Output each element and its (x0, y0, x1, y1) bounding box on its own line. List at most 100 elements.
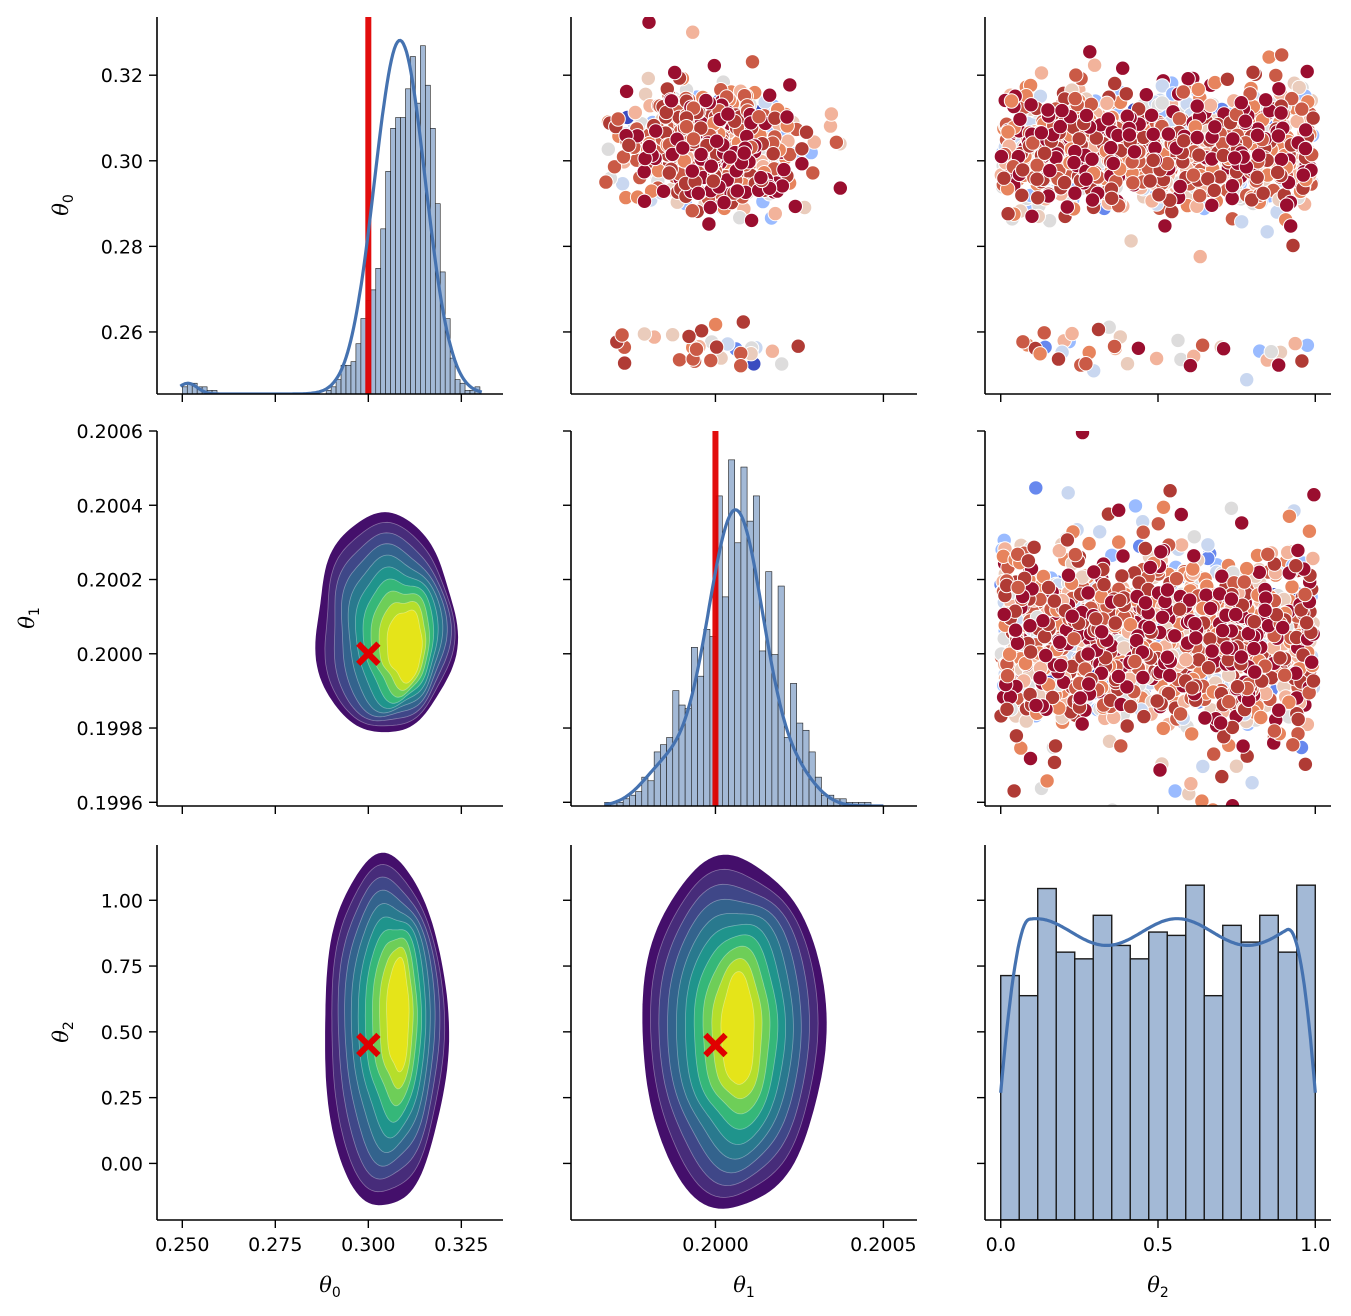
scatter-point (1297, 756, 1314, 772)
scatter-point (1010, 579, 1026, 596)
y-tick-label: 0.32 (101, 65, 143, 87)
ylabel-row-0: θ0 (49, 194, 77, 216)
scatter-point (1136, 708, 1152, 725)
scatter-point (1137, 595, 1154, 611)
scatter-point (1001, 646, 1018, 662)
scatter-point (1036, 325, 1052, 341)
scatter-point (1014, 187, 1030, 204)
scatter-point (1167, 628, 1183, 644)
scatter-point (1168, 571, 1185, 587)
scatter-point (1297, 140, 1314, 157)
scatter-point (1040, 102, 1056, 118)
x-tick-label: 0.2005 (850, 1234, 916, 1256)
scatter-point (776, 161, 792, 178)
scatter-point (1032, 346, 1048, 362)
ylabel-row-2: θ2 (49, 1021, 77, 1043)
scatter-point (1171, 601, 1188, 617)
scatter-point (1284, 90, 1300, 107)
scatter-point (1154, 609, 1171, 625)
scatter-point (1233, 649, 1250, 665)
true-value-line (712, 431, 719, 806)
histogram-bar (181, 386, 188, 394)
scatter-point (1105, 155, 1122, 172)
scatter-point (1192, 248, 1208, 265)
scatter-point (1046, 754, 1063, 771)
scatter-point (685, 131, 702, 147)
scatter-point (1187, 616, 1203, 632)
scatter-point (1197, 710, 1213, 726)
scatter-point (794, 156, 810, 172)
histogram-bar (390, 128, 396, 394)
scatter-point (1202, 600, 1219, 617)
scatter-point (1239, 372, 1255, 388)
y-tick-label: 0.75 (101, 956, 143, 978)
kde-curve (604, 508, 884, 806)
scatter-point (1191, 147, 1207, 163)
scatter-point (1103, 139, 1119, 156)
scatter-point (1104, 190, 1120, 207)
scatter-point (1228, 758, 1245, 774)
xlabel-col-1: θ1 (733, 1273, 755, 1301)
y-tick-label: 0.25 (101, 1088, 143, 1110)
scatter-point (537, 155, 551, 169)
scatter-point (1060, 567, 1077, 583)
scatter-point (1183, 776, 1199, 792)
scatter-point (1237, 113, 1254, 129)
scatter-point (1175, 84, 1192, 100)
histogram-bar (335, 379, 342, 394)
scatter-point (1206, 802, 1220, 806)
diag-hist-θ2 (999, 884, 1317, 1220)
scatter-point (1067, 546, 1084, 563)
scatter-point (1142, 559, 1159, 576)
kde-contour-θ1-θ2 (642, 854, 827, 1209)
scatter-point (1151, 187, 1167, 203)
scatter-point (636, 164, 652, 180)
scatter-point (1088, 611, 1104, 627)
histogram-bar (370, 289, 377, 394)
histogram-bar (1259, 914, 1279, 1220)
scatter-point (1182, 592, 1198, 608)
scatter-point (1106, 338, 1123, 355)
y-tick-label: 0.26 (101, 322, 143, 344)
scatter-point (1306, 487, 1322, 503)
scatter-point (1029, 171, 1045, 187)
scatter-point (1152, 762, 1168, 778)
scatter-point (823, 106, 840, 122)
scatter-point (1145, 126, 1161, 143)
scatter-point (1155, 720, 1172, 737)
scatter-point (828, 134, 845, 151)
scatter-point (1200, 171, 1216, 187)
histogram-bar (1074, 958, 1094, 1220)
scatter-point (1202, 97, 1219, 114)
scatter-point (1127, 498, 1144, 514)
scatter-point (787, 198, 803, 215)
scatter-point (790, 338, 806, 354)
histogram-bar (380, 228, 386, 394)
histogram-bar (375, 268, 382, 394)
axes-2-2: 0.0 0.5 1.0 (977, 845, 1331, 1256)
scatter-point (1294, 101, 1310, 117)
scatter-point (1221, 694, 1237, 710)
scatter-point (706, 57, 722, 74)
scatter-point (996, 170, 1012, 186)
scatter-point (1150, 516, 1167, 532)
scatter-point (1188, 630, 1204, 646)
scatter-point (1227, 150, 1243, 166)
scatter-point (1090, 321, 1107, 338)
scatter-point (1184, 726, 1200, 742)
scatter-point (1281, 694, 1297, 710)
scatter-theta2-theta1 (993, 431, 1322, 806)
scatter-point (705, 173, 721, 189)
scatter-point (1127, 653, 1143, 670)
scatter-point (1263, 344, 1280, 360)
scatter-point (1030, 190, 1046, 206)
scatter-point (1135, 524, 1151, 540)
scatter-point (782, 77, 798, 93)
scatter-point (1206, 746, 1222, 762)
scatter-point (765, 146, 781, 162)
scatter-point (1000, 124, 1016, 140)
histogram-bar (1222, 924, 1242, 1220)
scatter-point (610, 111, 626, 127)
scatter-point (1194, 337, 1211, 353)
scatter-point (1291, 79, 1307, 96)
